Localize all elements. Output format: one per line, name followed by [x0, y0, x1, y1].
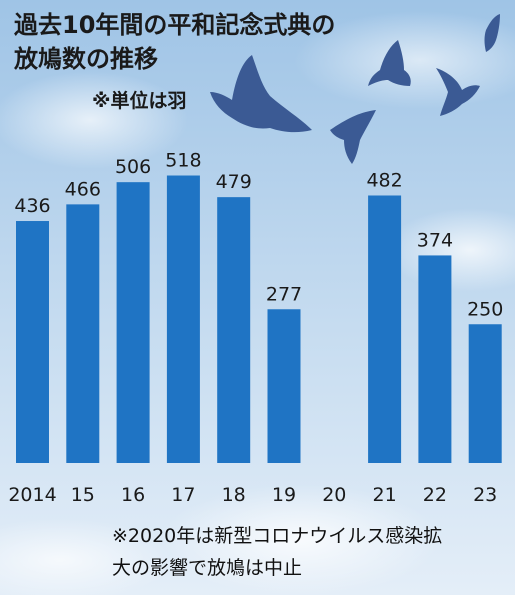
x-tick-22: 22	[423, 484, 447, 506]
footnote-line-1: ※2020年は新型コロナウイルス感染拡	[112, 525, 443, 547]
bar-18	[217, 197, 251, 463]
value-label-21: 482	[366, 169, 402, 191]
x-tick-2014: 2014	[8, 484, 56, 506]
x-tick-21: 21	[373, 484, 397, 506]
value-label-16: 506	[115, 156, 151, 178]
bar-21	[368, 195, 402, 464]
bar-19	[267, 309, 301, 463]
title-line-1: 過去10年間の平和記念式典の	[14, 11, 336, 39]
bar-2014	[16, 221, 49, 463]
unit-note: ※単位は羽	[92, 90, 187, 112]
bar-17	[166, 175, 200, 463]
dove-icons	[210, 14, 500, 164]
bar-22	[418, 255, 452, 463]
bar-16	[116, 182, 150, 464]
x-tick-23: 23	[473, 484, 497, 506]
bars-group	[16, 175, 502, 464]
dove-icon	[330, 110, 376, 164]
value-label-18: 479	[216, 171, 252, 193]
value-label-2014: 436	[14, 195, 50, 217]
bar-15	[66, 204, 100, 463]
x-tick-19: 19	[272, 484, 296, 506]
chart-title: 過去10年間の平和記念式典の 放鳩数の推移	[14, 8, 394, 76]
title-line-2: 放鳩数の推移	[14, 45, 158, 73]
x-tick-17: 17	[171, 484, 195, 506]
value-label-23: 250	[467, 298, 503, 320]
dove-icon	[210, 55, 312, 133]
value-label-15: 466	[65, 178, 101, 200]
bar-23	[468, 324, 502, 463]
x-tick-20: 20	[322, 484, 346, 506]
dove-icon	[436, 68, 480, 116]
x-tick-16: 16	[121, 484, 145, 506]
value-label-19: 277	[266, 283, 302, 305]
footnote-line-2: 大の影響で放鳩は中止	[112, 557, 303, 579]
x-tick-18: 18	[222, 484, 246, 506]
dove-icon	[368, 40, 411, 86]
x-tick-labels-group: 2014 15 16 17 18 19 20 21 22 23	[8, 484, 497, 506]
value-labels-group: 436 466 506 518 479 277 482 374 250	[14, 150, 503, 321]
value-label-17: 518	[165, 150, 201, 172]
x-tick-15: 15	[71, 484, 95, 506]
dove-icon	[484, 14, 500, 52]
footnote: ※2020年は新型コロナウイルス感染拡 大の影響で放鳩は中止	[112, 520, 512, 584]
value-label-22: 374	[417, 229, 453, 251]
